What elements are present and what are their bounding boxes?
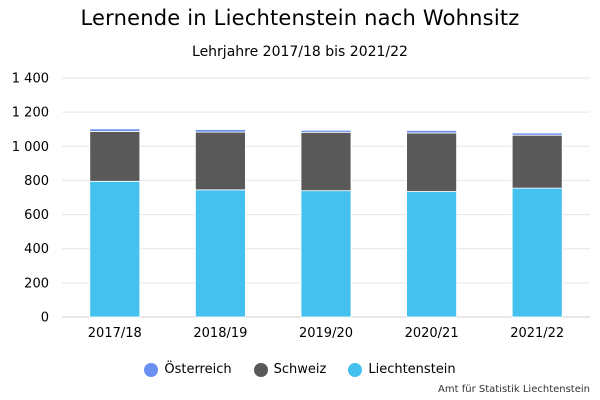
bar-segment-liechtenstein [194,189,246,318]
bar-segment-liechtenstein [89,180,141,318]
legend-label: Schweiz [273,362,327,377]
source-note: Amt für Statistik Liechtenstein [438,384,590,395]
y-tick-label: 400 [24,242,49,257]
legend-marker [144,362,159,377]
chart-title: Lernende in Liechtenstein nach Wohnsitz [80,6,520,30]
bar-segment--sterreich [511,132,563,136]
bar-segment-liechtenstein [406,191,458,318]
y-tick-label: 600 [24,208,49,223]
bar-segment-schweiz [300,131,352,192]
y-tick-label: 1 200 [12,106,49,121]
bar-segment--sterreich [406,130,458,134]
legend-marker [253,362,268,377]
legend-item[interactable]: Schweiz [253,362,327,377]
x-tick-label: 2021/22 [510,326,564,341]
bar-segment--sterreich [300,129,352,133]
bar-segment-schweiz [406,132,458,192]
legend: Österreich Schweiz Liechtenstein [0,362,600,377]
y-tick-label: 1 400 [12,72,49,87]
bar-segment-liechtenstein [511,187,563,318]
legend-label: Österreich [164,362,232,377]
legend-label: Liechtenstein [368,362,456,377]
x-axis: 2017/18 2018/19 2019/20 2020/21 2021/22 [88,326,564,341]
y-axis: 0 200 400 600 800 1 000 1 200 1 400 [12,72,49,326]
x-tick-label: 2019/20 [299,326,353,341]
bars [89,128,563,318]
x-tick-label: 2017/18 [88,326,142,341]
y-tick-label: 200 [24,276,49,291]
legend-item[interactable]: Liechtenstein [348,362,456,377]
bar-segment-schweiz [194,131,246,191]
y-tick-label: 1 000 [12,140,49,155]
bar-segment-liechtenstein [300,190,352,318]
legend-marker [348,362,363,377]
x-tick-label: 2020/21 [405,326,459,341]
chart-subtitle: Lehrjahre 2017/18 bis 2021/22 [192,44,408,60]
y-tick-label: 0 [41,311,49,326]
y-tick-label: 800 [24,174,49,189]
x-tick-label: 2018/19 [193,326,247,341]
bar-segment--sterreich [194,129,246,133]
bar-segment-schweiz [89,131,141,182]
legend-item[interactable]: Österreich [144,362,232,377]
bar-segment-schweiz [511,134,563,189]
bar-segment--sterreich [89,128,141,132]
